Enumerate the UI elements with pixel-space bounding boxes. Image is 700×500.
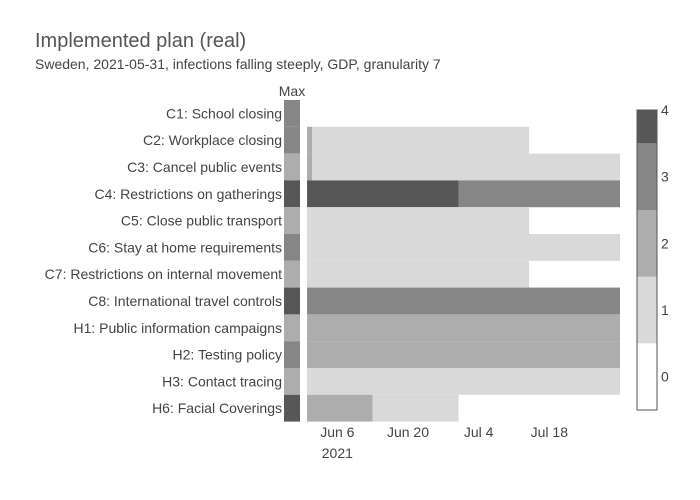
colorbar-band	[637, 110, 657, 144]
colorbar-band	[637, 210, 657, 277]
max-cell	[284, 234, 300, 261]
colorbar-outline	[636, 109, 658, 411]
heatmap-cell	[458, 180, 620, 208]
colorbar-tick-label: 0	[661, 369, 669, 385]
heatmap-cell	[307, 153, 313, 181]
chart-title: Implemented plan (real)	[35, 30, 247, 52]
colorbar-tick-label: 3	[661, 169, 669, 185]
max-cell	[284, 287, 300, 315]
heatmap-cell	[307, 126, 313, 154]
row-label: C5: Close public transport	[121, 213, 282, 229]
x-tick-label: Jul 18	[531, 424, 569, 440]
heatmap-cell	[307, 234, 620, 261]
heatmap-cell	[307, 368, 620, 395]
row-label: H3: Contact tracing	[162, 373, 282, 389]
max-cell	[284, 100, 300, 127]
heatmap-cell	[372, 394, 459, 422]
colorbar-band	[637, 143, 657, 210]
heatmap-cell	[307, 314, 620, 342]
max-cell	[284, 180, 300, 208]
colorbar-band	[637, 343, 657, 410]
row-label: H6: Facial Coverings	[152, 400, 282, 416]
row-label: C8: International travel controls	[88, 293, 282, 309]
row-label: C3: Cancel public events	[127, 159, 282, 175]
max-cell	[284, 260, 300, 288]
row-label: C1: School closing	[166, 105, 282, 121]
colorbar-tick-label: 1	[661, 302, 669, 318]
row-label: C2: Workplace closing	[143, 132, 282, 148]
max-cell	[284, 153, 300, 181]
heatmap-cell	[312, 126, 530, 154]
heatmap-cell	[307, 207, 530, 234]
heatmap-cell	[307, 287, 620, 315]
x-tick-label: Jun 20	[387, 424, 429, 440]
max-cell	[284, 207, 300, 234]
max-cell	[284, 126, 300, 154]
heatmap-cell	[312, 153, 620, 181]
heatmap-cell	[307, 341, 620, 368]
row-label: H2: Testing policy	[173, 347, 282, 363]
row-label: H1: Public information campaigns	[73, 320, 282, 336]
heatmap-cell	[307, 180, 459, 208]
max-column-header: Max	[279, 83, 305, 99]
x-tick-sublabel: 2021	[322, 445, 353, 461]
max-cell	[284, 341, 300, 368]
row-label: C4: Restrictions on gatherings	[94, 186, 282, 202]
colorbar-tick-label: 4	[661, 102, 669, 118]
heatmap-cell	[307, 394, 373, 422]
chart-subtitle: Sweden, 2021-05-31, infections falling s…	[35, 56, 441, 72]
heatmap-cell	[307, 260, 530, 288]
colorbar-band	[637, 276, 657, 344]
max-cell	[284, 394, 300, 422]
row-label: C7: Restrictions on internal movement	[45, 266, 282, 282]
x-tick-label: Jun 6	[320, 424, 354, 440]
colorbar-tick-label: 2	[661, 235, 669, 251]
max-cell	[284, 368, 300, 395]
row-label: C6: Stay at home requirements	[88, 239, 282, 255]
max-cell	[284, 314, 300, 342]
x-tick-label: Jul 4	[464, 424, 494, 440]
